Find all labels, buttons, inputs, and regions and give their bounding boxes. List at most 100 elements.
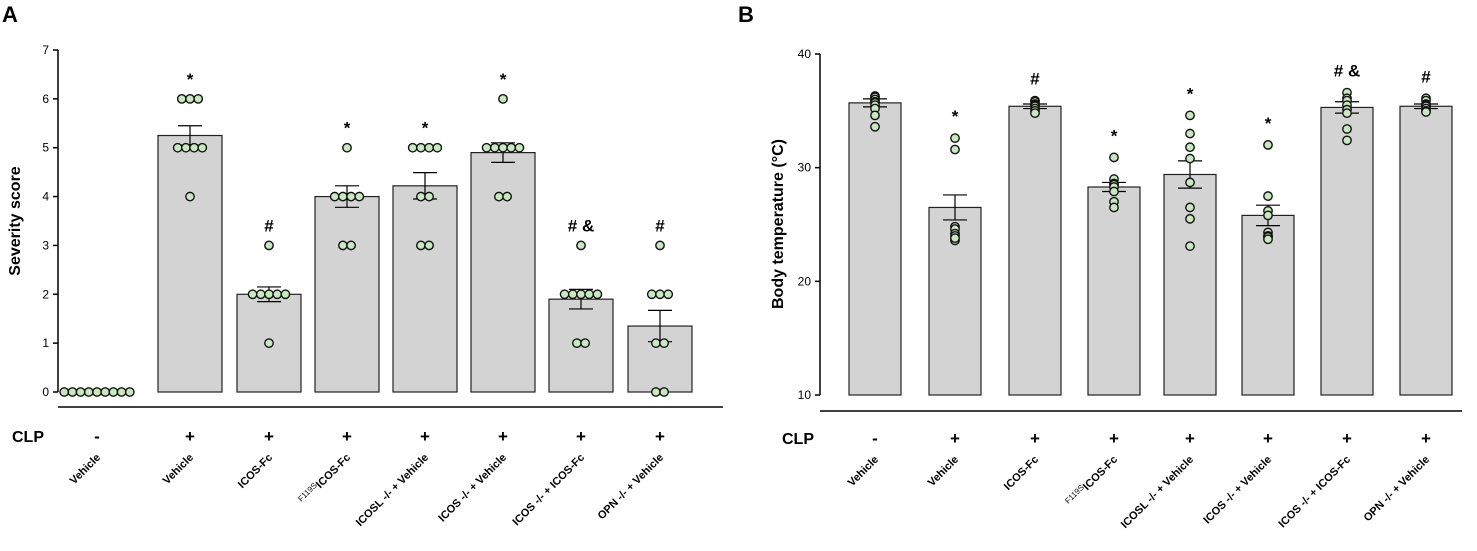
panel-a-chart: 0 1 2 3 4 5 6 7 Severity score CLP - Vehicle * + Vehic…	[7, 43, 723, 529]
panel-b-data-point	[1185, 110, 1195, 121]
panel-a-significance-mark: #	[655, 216, 665, 235]
panel-a-y-title: Severity score	[7, 166, 24, 276]
panel-a-data-point	[346, 240, 356, 251]
panel-a-clp-sign: +	[576, 427, 586, 446]
panel-b-data-point	[950, 144, 960, 155]
panel-a-data-point	[576, 240, 586, 251]
panel-a-category-label: F119SICOS-Fc	[296, 450, 353, 507]
panel-a-data-point	[514, 142, 525, 153]
panel-a-y-tick-label: 6	[42, 92, 49, 106]
panel-b-data-point	[1109, 186, 1119, 197]
panel-a-category-label: ICOSL -/- + Vehicle	[354, 452, 431, 529]
panel-a-y-tick-label: 5	[42, 141, 49, 155]
panel-a-data-point	[354, 191, 365, 202]
panel-a-significance-mark: *	[422, 119, 429, 138]
panel-b-y-title: Body temperature (°C)	[770, 139, 787, 309]
panel-b-data-point	[1109, 202, 1119, 213]
panel-a-data-point	[506, 142, 517, 153]
panel-b-significance-mark: #	[1421, 67, 1431, 86]
panel-b-significance-mark: #	[1030, 70, 1040, 89]
panel-a-significance-mark: #	[264, 216, 274, 235]
panel-a-data-point	[172, 142, 183, 153]
panel-b-data-point	[1030, 108, 1040, 119]
panel-b-bar	[848, 102, 902, 396]
panel-a-category-label: ICOS -/- + ICOS-Fc	[511, 452, 588, 529]
panel-a-data-point	[59, 387, 70, 397]
panel-a-significance-mark: *	[187, 70, 194, 89]
panel-b-category-label: Vehicle	[846, 454, 881, 489]
panel-b-y-tick-label: 10	[798, 388, 812, 402]
panel-a-significance-mark: *	[500, 70, 507, 89]
panel-a-data-point	[572, 338, 582, 349]
panel-b-significance-mark: *	[1187, 84, 1194, 103]
panel-a-data-point	[264, 240, 274, 251]
panel-b-clp-sign: +	[1109, 429, 1119, 448]
panel-a-clp-label: CLP	[12, 429, 44, 446]
panel-a-data-point	[659, 387, 669, 397]
panel-b-data-point	[1185, 153, 1195, 164]
panel-a-category-name: ICOS-Fc	[314, 452, 353, 491]
panel-a-data-point	[337, 240, 348, 251]
panel-a-data-point	[185, 93, 195, 104]
panel-a-data-point	[646, 289, 657, 300]
panel-b-y-tick-label: 30	[798, 161, 812, 175]
panel-b-data-point	[1263, 210, 1273, 221]
panel-b-data-point	[1185, 142, 1195, 153]
panel-a-y-tick-label: 7	[42, 43, 49, 57]
panel-a-data-point	[415, 142, 426, 153]
panel-a-data-point	[193, 93, 204, 104]
panel-b-chart: 10 20 30 40 Body temperature (°C) CLP - Vehicle…	[770, 47, 1462, 531]
panel-b-data-point	[1109, 152, 1119, 163]
panel-a-data-point	[337, 191, 348, 202]
panel-a-bar	[470, 152, 536, 393]
panel-b-significance-mark: # &	[1334, 62, 1360, 81]
panel-b-data-point	[1421, 107, 1431, 117]
panel-b-data-point	[1185, 128, 1195, 139]
panel-b-bar	[1320, 106, 1374, 396]
panel-a-clp-sign: +	[655, 427, 665, 446]
panel-b-significance-mark: *	[952, 107, 959, 126]
panel-a-data-point	[67, 387, 78, 397]
panel-b-category-label: ICOS-Fc	[1002, 454, 1041, 493]
panel-b-clp-sign: +	[1263, 429, 1273, 448]
panel-a-data-point	[659, 338, 669, 349]
panel-a-data-point	[424, 142, 434, 153]
panel-b-clp-sign: +	[950, 429, 960, 448]
panel-b-data-point	[870, 121, 880, 132]
panel-a-y-tick-label: 2	[42, 287, 49, 301]
panel-a-clp-sign: +	[264, 427, 274, 446]
panel-a-data-point	[180, 142, 191, 153]
panel-a-significance-mark: *	[344, 119, 351, 138]
panel-b-letter: B	[738, 2, 754, 27]
panel-a-significance-mark: # &	[568, 216, 594, 235]
panel-a-data-point	[116, 387, 127, 397]
panel-a-category-label: Vehicle	[68, 452, 103, 487]
panel-a-data-point	[176, 93, 187, 104]
panel-a-data-point	[424, 191, 434, 202]
panel-a-data-point	[651, 387, 661, 397]
panel-a-data-point	[346, 191, 356, 202]
panel-a-category-label: Vehicle	[161, 452, 196, 487]
panel-a-y-tick-label: 3	[42, 238, 49, 252]
panel-b-data-point	[1342, 135, 1352, 146]
panel-b-data-point	[1185, 177, 1195, 188]
panel-a-data-point	[559, 289, 570, 300]
panel-a-bar	[392, 185, 458, 393]
panel-b-data-point	[1263, 191, 1273, 201]
panel-b-bar	[1008, 105, 1062, 396]
panel-b-data-point	[1263, 140, 1273, 150]
panel-b-clp-label: CLP	[782, 431, 814, 448]
panel-b-data-point	[1185, 202, 1195, 213]
panel-b-significance-mark: *	[1111, 126, 1118, 145]
panel-a-data-point	[407, 142, 418, 153]
panel-b-clp-sign: +	[1342, 429, 1352, 448]
panel-a-data-point	[567, 289, 578, 300]
panel-a-data-point	[489, 142, 500, 153]
panel-a-data-point	[493, 191, 504, 202]
panel-b-clp-sign: +	[1030, 429, 1040, 448]
panel-a-clp-sign: -	[94, 427, 100, 446]
panel-a-category-label: ICOS -/- + Vehicle	[436, 452, 509, 525]
panel-a-data-point	[481, 142, 492, 153]
panel-b-data-point	[1342, 108, 1352, 119]
panel-b-data-point	[1263, 234, 1273, 245]
